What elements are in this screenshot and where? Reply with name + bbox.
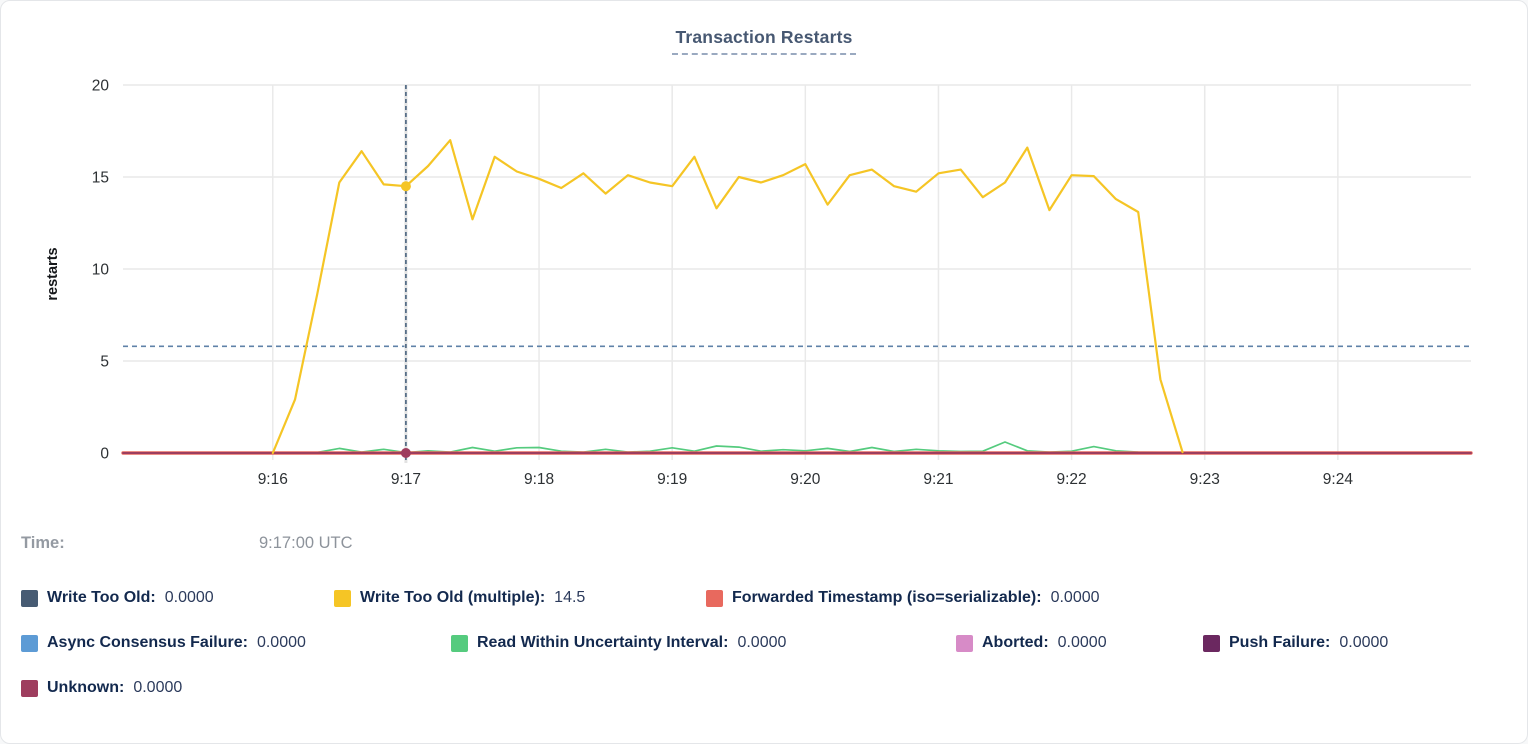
y-tick-label: 20 [92, 78, 110, 95]
legend-swatch-unknown [21, 679, 38, 697]
legend-item-unknown: Unknown: 0.0000 [21, 679, 182, 697]
crosshair-dot [400, 181, 411, 192]
x-tick-label: 9:20 [790, 471, 821, 488]
legend-item-read-within-uncertainty-interval: Read Within Uncertainty Interval: 0.0000 [451, 634, 786, 652]
time-label: Time: [21, 534, 65, 552]
legend-value: 0.0000 [1050, 589, 1100, 606]
crosshair-dot [400, 448, 411, 458]
legend-item-push-failure: Push Failure: 0.0000 [1203, 634, 1388, 652]
x-tick-label: 9:16 [258, 471, 288, 488]
x-tick-label: 9:17 [391, 471, 421, 488]
x-tick-label: 9:18 [524, 471, 554, 488]
legend-swatch-read-within-uncertainty-interval [451, 634, 468, 652]
legend-value: 0.0000 [1057, 634, 1107, 651]
x-tick-label: 9:22 [1057, 471, 1087, 488]
legend-label: Unknown: [47, 679, 125, 696]
time-value: 9:17:00 UTC [259, 534, 353, 552]
legend-swatch-write-too-old [21, 589, 38, 607]
legend-value: 0.0000 [133, 679, 183, 696]
legend-item-write-too-old: Write Too Old: 0.0000 [21, 589, 214, 607]
legend-swatch-write-too-old-multiple [334, 589, 351, 607]
y-tick-label: 0 [100, 446, 109, 463]
legend-label: Write Too Old (multiple): [360, 589, 546, 606]
legend-value: 0.0000 [164, 589, 214, 606]
legend-value: 0.0000 [737, 634, 787, 651]
series-line-write-too-old-multiple [271, 139, 1184, 455]
chart-title[interactable]: Transaction Restarts [672, 27, 856, 55]
series-line-read-within-uncertainty-interval [122, 441, 1206, 454]
legend-value: 14.5 [554, 589, 586, 606]
legend-item-aborted: Aborted: 0.0000 [956, 634, 1107, 652]
y-axis-label: restarts [45, 247, 61, 301]
x-tick-label: 9:21 [923, 471, 953, 488]
x-tick-label: 9:23 [1190, 471, 1220, 488]
legend-label: Read Within Uncertainty Interval: [477, 634, 729, 651]
legend-swatch-async-consensus-failure [21, 634, 38, 652]
legend-swatch-push-failure [1203, 634, 1220, 652]
chart-title-row: Transaction Restarts [1, 27, 1527, 55]
restarts-chart[interactable]: 0 5 10 15 20 9:16 9:17 9:18 9:19 9:20 9:21 9:22 9:23… [1, 1, 1528, 513]
legend-swatch-forwarded-timestamp [706, 589, 723, 607]
y-tick-label: 5 [100, 354, 109, 371]
legend-label: Async Consensus Failure: [47, 634, 248, 651]
legend-item-write-too-old-multiple: Write Too Old (multiple): 14.5 [334, 589, 585, 607]
y-tick-label: 10 [92, 262, 110, 279]
legend-label: Push Failure: [1229, 634, 1331, 651]
x-tick-label: 9:24 [1323, 471, 1354, 488]
legend-item-forwarded-timestamp: Forwarded Timestamp (iso=serializable): … [706, 589, 1100, 607]
legend-label: Forwarded Timestamp (iso=serializable): [732, 589, 1042, 606]
tooltip-time-row: Time: 9:17:00 UTC [21, 534, 353, 553]
legend-item-async-consensus-failure: Async Consensus Failure: 0.0000 [21, 634, 306, 652]
legend-value: 0.0000 [256, 634, 306, 651]
legend-value: 0.0000 [1339, 634, 1389, 651]
legend-label: Write Too Old: [47, 589, 156, 606]
y-tick-label: 15 [92, 170, 109, 187]
legend-swatch-aborted [956, 634, 973, 652]
x-tick-label: 9:19 [657, 471, 687, 488]
chart-area[interactable]: 0 5 10 15 20 9:16 9:17 9:18 9:19 9:20 9:21 9:22 9:23… [1, 1, 1528, 513]
legend-label: Aborted: [982, 634, 1049, 651]
